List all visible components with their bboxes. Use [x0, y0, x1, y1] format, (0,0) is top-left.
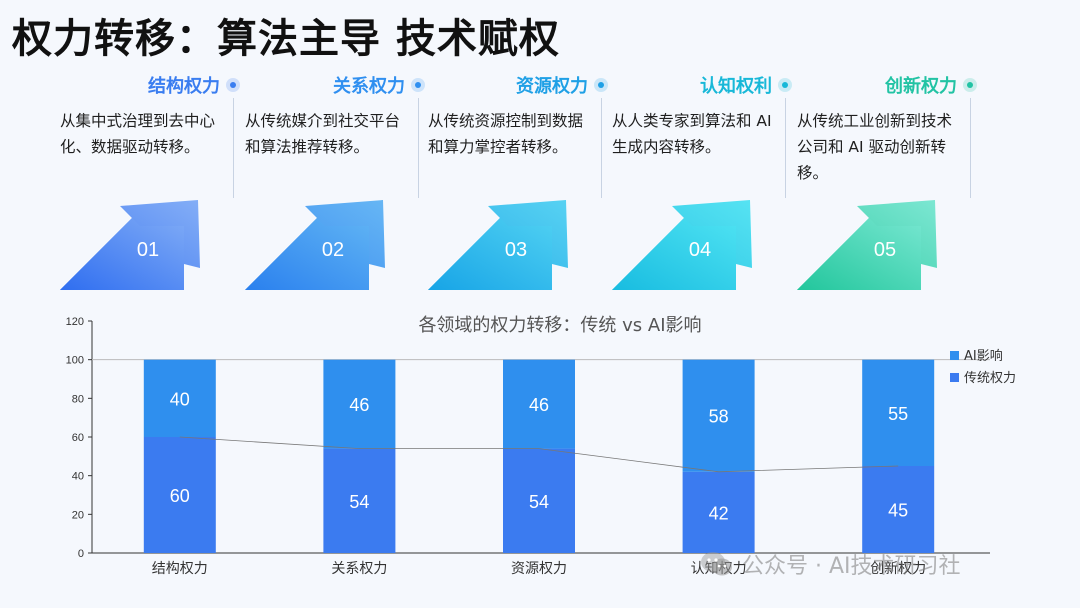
bar-ai [682, 359, 755, 472]
step-dot-inner [598, 82, 604, 88]
legend-swatch [950, 351, 959, 360]
wechat-icon [700, 550, 734, 578]
step-connector-line [970, 98, 971, 198]
step-dot-inner [415, 82, 421, 88]
step-arrow-icon: 05 [797, 200, 937, 290]
stacked-bar-chart: 0 20 40 60 80 100 120 各领域的权力转移：传统 vs AI影响 60 40 结构… [0, 305, 1080, 608]
legend-label: AI影响 [964, 348, 1003, 364]
step-label: 结构权力 [148, 76, 220, 97]
y-tick-label: 80 [72, 393, 84, 405]
chart-title: 各领域的权力转移：传统 vs AI影响 [418, 315, 701, 336]
watermark-text: 公众号 · AI技术研习社 [742, 554, 961, 579]
data-label: 60 [170, 486, 190, 506]
data-label: 46 [349, 395, 369, 415]
bar-ai [503, 359, 575, 449]
step-label: 关系权力 [333, 76, 405, 97]
y-tick-label: 120 [66, 316, 84, 328]
bar-traditional [323, 448, 396, 553]
step-arrow-icon: 04 [612, 200, 752, 290]
step-connector-line [785, 98, 786, 198]
step-card: 关系权力 从传统媒介到社交平台和算法推荐转移。 02 [245, 70, 425, 300]
bar-traditional [503, 448, 575, 553]
data-label: 42 [709, 503, 729, 523]
data-label: 54 [349, 492, 369, 512]
step-arrow-icon: 01 [60, 200, 200, 290]
y-tick-label: 20 [72, 509, 84, 521]
x-tick-label: 资源权力 [511, 561, 567, 577]
step-description: 从人类专家到算法和 AI 生成内容转移。 [612, 112, 772, 156]
data-label: 40 [170, 389, 190, 409]
step-header: 结构权力 [60, 72, 240, 98]
bar-traditional [862, 466, 935, 553]
step-dot-icon [411, 78, 425, 92]
step-card: 资源权力 从传统资源控制到数据和算力掌控者转移。 03 [428, 70, 608, 300]
step-number: 01 [137, 239, 159, 261]
step-connector-line [601, 98, 602, 198]
bar-ai [862, 359, 935, 466]
y-tick-label: 40 [72, 471, 84, 483]
bar-ai [143, 359, 216, 437]
step-card: 结构权力 从集中式治理到去中心化、数据驱动转移。 01 [60, 70, 240, 300]
step-arrow-icon: 03 [428, 200, 568, 290]
watermark: 公众号 · AI技术研习社 [700, 548, 961, 580]
x-tick-label: 创新权力 [870, 561, 926, 577]
y-tick-label: 60 [72, 432, 84, 444]
step-description: 从传统媒介到社交平台和算法推荐转移。 [245, 112, 401, 156]
step-label: 资源权力 [516, 76, 588, 97]
step-dot-icon [594, 78, 608, 92]
step-header: 关系权力 [245, 72, 425, 98]
page-title: 权力转移：算法主导 技术赋权 [12, 16, 560, 62]
step-card: 认知权利 从人类专家到算法和 AI 生成内容转移。 04 [612, 70, 792, 300]
data-label: 46 [529, 395, 549, 415]
step-dot-icon [778, 78, 792, 92]
step-number: 02 [322, 239, 344, 261]
data-label: 58 [709, 407, 729, 427]
step-number: 03 [505, 239, 527, 261]
bar-ai [323, 359, 396, 449]
y-tick-label: 0 [78, 548, 84, 560]
bar-traditional [682, 471, 755, 553]
step-arrow-icon: 02 [245, 200, 385, 290]
legend-label: 传统权力 [964, 370, 1016, 386]
chart-svg: 0 20 40 60 80 100 120 各领域的权力转移：传统 vs AI影响 60 40 结构… [66, 315, 1016, 577]
step-dot-inner [967, 82, 973, 88]
step-description: 从集中式治理到去中心化、数据驱动转移。 [60, 112, 216, 156]
step-description: 从传统工业创新到技术公司和 AI 驱动创新转移。 [797, 112, 953, 182]
y-tick-label: 100 [66, 355, 84, 367]
step-label: 创新权力 [885, 76, 957, 97]
step-dot-inner [782, 82, 788, 88]
bar-traditional [143, 437, 216, 553]
legend-swatch [950, 373, 959, 382]
trend-line [179, 436, 899, 473]
step-header: 创新权力 [797, 72, 977, 98]
x-tick-label: 关系权力 [331, 561, 387, 577]
step-connector-line [233, 98, 234, 198]
step-number: 04 [689, 239, 711, 261]
data-label: 54 [529, 492, 549, 512]
step-description: 从传统资源控制到数据和算力掌控者转移。 [428, 112, 584, 156]
data-label: 55 [888, 404, 908, 424]
step-header: 资源权力 [428, 72, 608, 98]
step-dot-icon [226, 78, 240, 92]
step-dot-icon [963, 78, 977, 92]
step-card: 创新权力 从传统工业创新到技术公司和 AI 驱动创新转移。 05 [797, 70, 977, 300]
step-header: 认知权利 [612, 72, 792, 98]
step-dot-inner [230, 82, 236, 88]
data-label: 45 [888, 501, 908, 521]
step-number: 05 [874, 239, 896, 261]
step-connector-line [418, 98, 419, 198]
step-label: 认知权利 [700, 76, 772, 97]
x-tick-label: 结构权力 [152, 561, 208, 577]
